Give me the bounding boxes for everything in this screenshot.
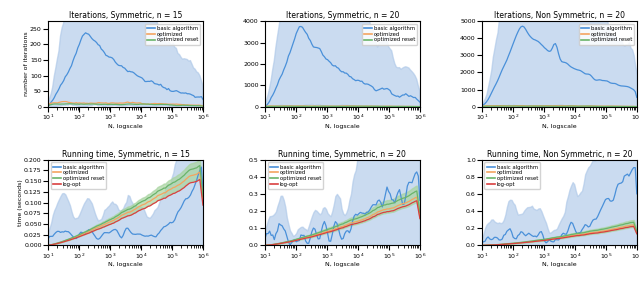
- Y-axis label: time (seconds): time (seconds): [18, 179, 23, 226]
- X-axis label: N, logscale: N, logscale: [108, 262, 143, 267]
- Legend: basic algorithm, optimized, optimized reset: basic algorithm, optimized, optimized re…: [579, 24, 634, 45]
- X-axis label: N, logscale: N, logscale: [542, 262, 577, 267]
- Legend: basic algorithm, optimized, optimized reset, log-opt: basic algorithm, optimized, optimized re…: [51, 162, 106, 189]
- Title: Running time, Non Symmetric, n = 20: Running time, Non Symmetric, n = 20: [486, 150, 632, 159]
- Title: Running time, Symmetric, n = 15: Running time, Symmetric, n = 15: [61, 150, 189, 159]
- X-axis label: N, logscale: N, logscale: [325, 262, 360, 267]
- Legend: basic algorithm, optimized, optimized reset: basic algorithm, optimized, optimized re…: [145, 24, 200, 45]
- Legend: basic algorithm, optimized, optimized reset, log-opt: basic algorithm, optimized, optimized re…: [484, 162, 540, 189]
- Title: Iterations, Symmetric, n = 15: Iterations, Symmetric, n = 15: [68, 11, 182, 20]
- X-axis label: N, logscale: N, logscale: [325, 124, 360, 129]
- Legend: basic algorithm, optimized, optimized reset, log-opt: basic algorithm, optimized, optimized re…: [268, 162, 323, 189]
- Legend: basic algorithm, optimized, optimized reset: basic algorithm, optimized, optimized re…: [362, 24, 417, 45]
- X-axis label: N, logscale: N, logscale: [108, 124, 143, 129]
- Title: Running time, Symmetric, n = 20: Running time, Symmetric, n = 20: [278, 150, 406, 159]
- Title: Iterations, Symmetric, n = 20: Iterations, Symmetric, n = 20: [285, 11, 399, 20]
- X-axis label: N, logscale: N, logscale: [542, 124, 577, 129]
- Title: Iterations, Non Symmetric, n = 20: Iterations, Non Symmetric, n = 20: [494, 11, 625, 20]
- Y-axis label: number of iterations: number of iterations: [24, 32, 29, 96]
